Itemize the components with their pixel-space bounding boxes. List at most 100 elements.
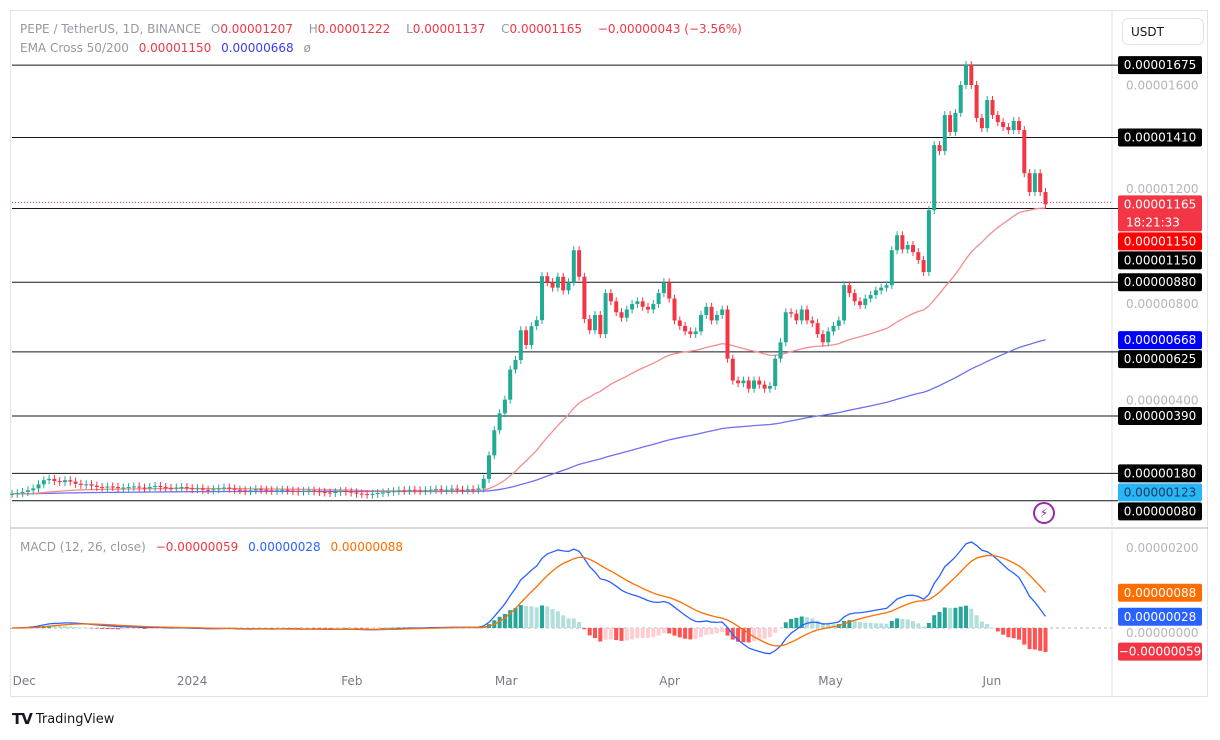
candle-body [174, 487, 179, 489]
macd-badge: 0.00000088 [1118, 583, 1202, 602]
candle-body [41, 480, 46, 485]
macd-badge-bg [1118, 607, 1202, 626]
currency-button[interactable]: USDT [1122, 18, 1204, 45]
candle-body [47, 478, 52, 481]
macd-badge-text: −0.00000059 [1119, 645, 1202, 659]
candle [322, 487, 327, 497]
candle [78, 479, 83, 489]
candle [746, 376, 751, 393]
candle-body [264, 489, 269, 491]
candle [31, 484, 36, 495]
candle-body [153, 485, 158, 488]
candle-body [582, 276, 587, 320]
candle-body [773, 358, 778, 386]
macd-badge: −0.00000059 [1118, 642, 1202, 661]
candle [810, 316, 815, 328]
candle [184, 483, 189, 493]
candle [52, 474, 57, 486]
candle [577, 246, 582, 281]
candle [476, 484, 481, 494]
candle-body [333, 491, 338, 494]
macd-histogram-bar [736, 628, 741, 642]
candle-body [571, 250, 576, 283]
candle [89, 480, 94, 490]
candle-body [762, 384, 767, 389]
tradingview-logo[interactable]: TV TradingView [12, 710, 114, 728]
macd-histogram-bar [1017, 628, 1021, 640]
candle-body [677, 320, 682, 326]
candle [587, 315, 592, 335]
symbol-title[interactable]: PEPE / TetherUS, 1D, BINANCE [20, 22, 202, 36]
macd-histogram-bar [126, 628, 131, 630]
price-badge: 0.00001150 [1118, 232, 1202, 251]
price-badge-text: 0.00000180 [1124, 466, 1197, 480]
candle-body [232, 488, 237, 490]
price-badge: 0.00000625 [1118, 350, 1202, 369]
candle [487, 451, 491, 483]
macd-histogram-bar [63, 626, 67, 628]
candle [492, 426, 497, 460]
candle [524, 326, 529, 350]
candle [63, 476, 67, 487]
macd-histogram-bar [1011, 628, 1016, 639]
candle-body [460, 489, 465, 491]
candle [296, 487, 301, 496]
macd-line-value: 0.00000028 [248, 540, 321, 554]
candle-body [25, 490, 30, 492]
candle-body [693, 331, 698, 335]
lightning-icon[interactable]: ⚡ [1033, 502, 1055, 524]
candle [868, 291, 873, 303]
candle [778, 338, 783, 363]
candle-body [386, 491, 391, 493]
candle-body [502, 399, 507, 414]
candle [699, 310, 703, 336]
candle-body [222, 487, 226, 489]
macd-histogram-bar [1043, 628, 1048, 653]
macd-label[interactable]: MACD (12, 26, close) [20, 540, 146, 554]
candle-body [704, 306, 709, 315]
candle-body [142, 487, 147, 489]
candle [773, 354, 778, 390]
candle-body [799, 309, 804, 321]
macd-histogram-bar [937, 611, 942, 628]
candle [116, 483, 120, 493]
low-label: L [406, 22, 413, 36]
candle [57, 477, 62, 487]
price-badge: 0.00000180 [1118, 464, 1202, 483]
macd-histogram-bar [635, 628, 640, 639]
high-label: H [308, 22, 318, 36]
macd-histogram-bar [359, 628, 364, 629]
candle [752, 376, 756, 393]
macd-histogram-bar [958, 606, 963, 628]
low-value: 0.00001137 [412, 22, 486, 36]
candle [243, 486, 248, 496]
candle-body [1011, 121, 1016, 131]
price-badge-text: 0.00000390 [1124, 409, 1197, 423]
candle [301, 487, 306, 496]
macd-histogram-bar [158, 628, 163, 629]
macd-axis-tick: 0.00000200 [1126, 541, 1199, 555]
candle-body [296, 491, 301, 493]
macd-histogram-bar [312, 628, 317, 629]
candle [386, 487, 391, 497]
candle [858, 297, 862, 310]
price-axis-tick: 0.00000800 [1126, 297, 1199, 311]
candle [508, 365, 513, 404]
price-badge-bg [1118, 331, 1202, 350]
x-axis-label: Apr [659, 674, 680, 688]
candle [248, 486, 253, 496]
candle-body [428, 489, 433, 491]
candle [47, 474, 52, 485]
macd-histogram-bar [555, 611, 560, 628]
candle [661, 278, 666, 298]
price-badge-bg [1118, 56, 1202, 75]
candle-body [131, 486, 136, 488]
candle [434, 485, 438, 494]
candle-body [964, 65, 968, 86]
ema-label[interactable]: EMA Cross 50/200 [20, 41, 129, 55]
candle [995, 111, 1000, 127]
candle [518, 326, 523, 365]
macd-histogram-bar [667, 628, 672, 634]
candle-body [163, 487, 168, 489]
